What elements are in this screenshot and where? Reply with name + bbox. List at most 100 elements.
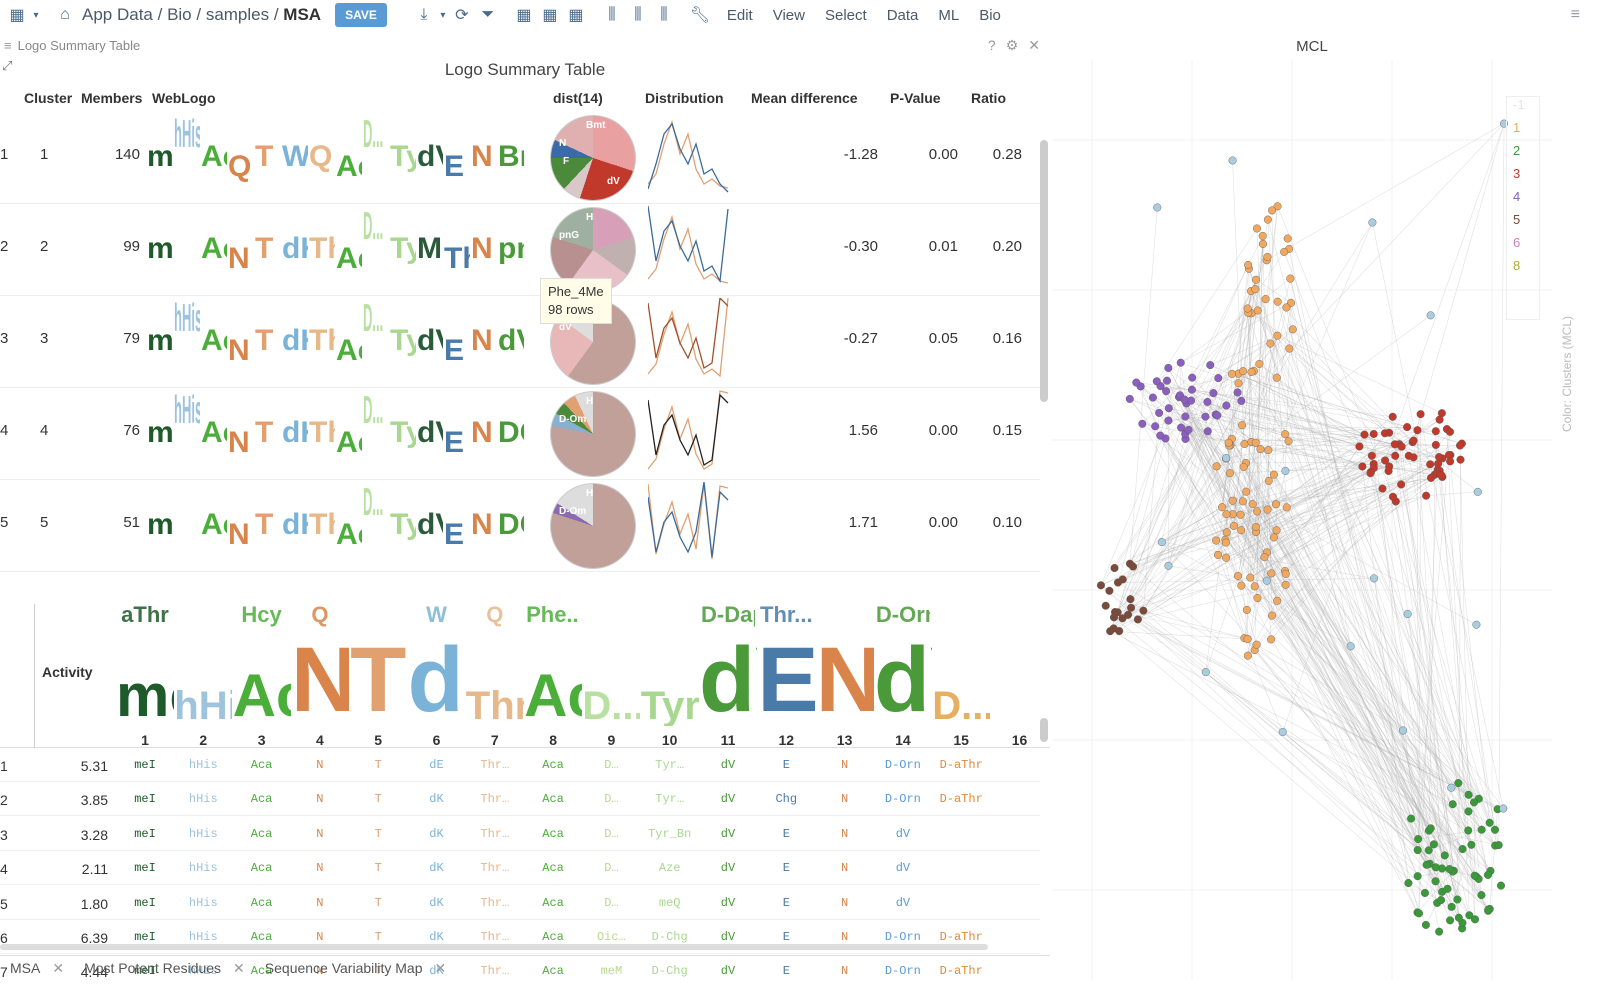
network-node[interactable]: [1264, 476, 1273, 485]
network-node[interactable]: [1422, 491, 1431, 500]
network-node[interactable]: [1456, 441, 1465, 450]
activity-header[interactable]: Activity: [42, 664, 93, 680]
network-node[interactable]: [1096, 581, 1105, 590]
msa-logo-column[interactable]: 16: [991, 598, 1049, 748]
network-node[interactable]: [1105, 586, 1114, 595]
msa-cell[interactable]: Aca: [250, 964, 273, 979]
network-node[interactable]: [1403, 423, 1412, 432]
msa-logo-column[interactable]: T 5: [349, 598, 407, 748]
network-node[interactable]: [1269, 533, 1278, 542]
network-node[interactable]: [1155, 408, 1164, 417]
msa-cell[interactable]: hHis: [188, 895, 218, 910]
network-node[interactable]: [1162, 387, 1171, 396]
network-node[interactable]: [1470, 915, 1479, 924]
network-node[interactable]: [1447, 783, 1456, 792]
network-node[interactable]: [1252, 640, 1261, 649]
msa-cell[interactable]: Thr…: [480, 930, 510, 944]
msa-cell[interactable]: Tyr…: [655, 758, 685, 772]
network-node[interactable]: [1252, 224, 1261, 233]
weblogo-cell[interactable]: meIAcaNTdKThrAcaD...TyrdVENDOm: [147, 482, 543, 570]
network-node[interactable]: [1212, 536, 1221, 545]
msa-logo-column[interactable]: Thr... E 12: [757, 598, 815, 748]
menu-data[interactable]: Data: [886, 6, 919, 24]
network-node[interactable]: [1415, 909, 1424, 918]
network-node[interactable]: [1414, 835, 1423, 844]
network-node[interactable]: [1251, 522, 1260, 531]
network-node[interactable]: [1281, 569, 1290, 578]
network-node[interactable]: [1228, 156, 1237, 165]
msa-cell[interactable]: meI: [134, 861, 156, 876]
expand-icon[interactable]: ⤢: [2, 58, 13, 73]
msa-cell[interactable]: T: [374, 930, 382, 944]
network-node[interactable]: [1469, 798, 1478, 807]
msa-cell[interactable]: Chg: [775, 792, 798, 807]
network-node[interactable]: [1213, 411, 1222, 420]
network-node[interactable]: [1437, 471, 1446, 480]
network-node[interactable]: [1473, 487, 1482, 496]
msa-cell[interactable]: meI: [134, 930, 156, 944]
network-node[interactable]: [1426, 311, 1435, 320]
network-node[interactable]: [1407, 814, 1416, 823]
network-node[interactable]: [1151, 422, 1160, 431]
msa-cell[interactable]: D-aThr: [939, 964, 983, 979]
distribution-sparkline[interactable]: [648, 114, 732, 198]
weblogo-cell[interactable]: meIhHisAcaQTWQAcaD...TyrdVENBmt: [147, 114, 543, 202]
msa-cell[interactable]: N: [316, 895, 324, 910]
network-node[interactable]: [1490, 825, 1499, 834]
msa-cell[interactable]: dK: [429, 930, 444, 944]
msa-cell[interactable]: meI: [134, 895, 156, 910]
network-node[interactable]: [1443, 884, 1452, 893]
msa-cell[interactable]: D…: [604, 861, 619, 876]
network-node[interactable]: [1464, 807, 1473, 816]
msa-cell[interactable]: E: [782, 826, 790, 841]
legend-item[interactable]: 4: [1513, 189, 1521, 204]
msa-cell[interactable]: N: [840, 792, 849, 807]
network-node[interactable]: [1126, 595, 1135, 604]
network-node[interactable]: [1284, 437, 1293, 446]
network-node[interactable]: [1263, 505, 1272, 514]
network-node[interactable]: [1258, 239, 1267, 248]
network-node[interactable]: [1440, 851, 1449, 860]
column-stats-icon[interactable]: ⫼: [634, 6, 642, 23]
network-node[interactable]: [1409, 453, 1418, 462]
network-node[interactable]: [1163, 376, 1172, 385]
network-node[interactable]: [1109, 624, 1118, 633]
network-node[interactable]: [1500, 119, 1509, 128]
msa-cell[interactable]: D-Orn: [884, 758, 921, 772]
network-node[interactable]: [1273, 297, 1282, 306]
msa-cell[interactable]: E: [782, 930, 790, 944]
network-node[interactable]: [1233, 571, 1242, 580]
network-node[interactable]: [1226, 469, 1235, 478]
legend-item[interactable]: 8: [1513, 258, 1521, 273]
msa-cell[interactable]: E: [782, 964, 790, 979]
network-node[interactable]: [1421, 920, 1430, 929]
columns-icon[interactable]: ⫼: [608, 6, 616, 23]
network-node[interactable]: [1251, 285, 1260, 294]
msa-cell[interactable]: meI: [134, 792, 156, 807]
msa-cell[interactable]: meI: [134, 758, 156, 772]
network-node[interactable]: [1157, 538, 1166, 547]
msa-cell[interactable]: dV: [720, 826, 736, 841]
network-node[interactable]: [1426, 460, 1435, 469]
msa-cell[interactable]: N: [316, 861, 324, 876]
network-node[interactable]: [1389, 492, 1398, 501]
distribution-sparkline[interactable]: [648, 390, 732, 474]
msa-cell[interactable]: Aca: [542, 964, 564, 979]
network-node[interactable]: [1239, 462, 1248, 471]
network-node[interactable]: [1218, 503, 1227, 512]
network-node[interactable]: [1125, 394, 1134, 403]
network-node[interactable]: [1222, 510, 1231, 519]
add-column-icon[interactable]: ⫼: [660, 6, 668, 23]
network-node[interactable]: [1253, 306, 1262, 315]
network-node[interactable]: [1203, 427, 1212, 436]
network-node[interactable]: [1431, 863, 1440, 872]
network-node[interactable]: [1435, 453, 1444, 462]
msa-cell[interactable]: Tyr…: [655, 792, 685, 807]
msa-cell[interactable]: dV: [720, 895, 736, 910]
logo-table-row[interactable]: 5 5 51 meIAcaNTdKThrAcaD...TyrdVENDOm HD…: [0, 480, 1040, 572]
network-node[interactable]: [1242, 605, 1251, 614]
network-node[interactable]: [1446, 457, 1455, 466]
network-node[interactable]: [1282, 503, 1291, 512]
network-node[interactable]: [1445, 427, 1454, 436]
network-node[interactable]: [1156, 431, 1165, 440]
